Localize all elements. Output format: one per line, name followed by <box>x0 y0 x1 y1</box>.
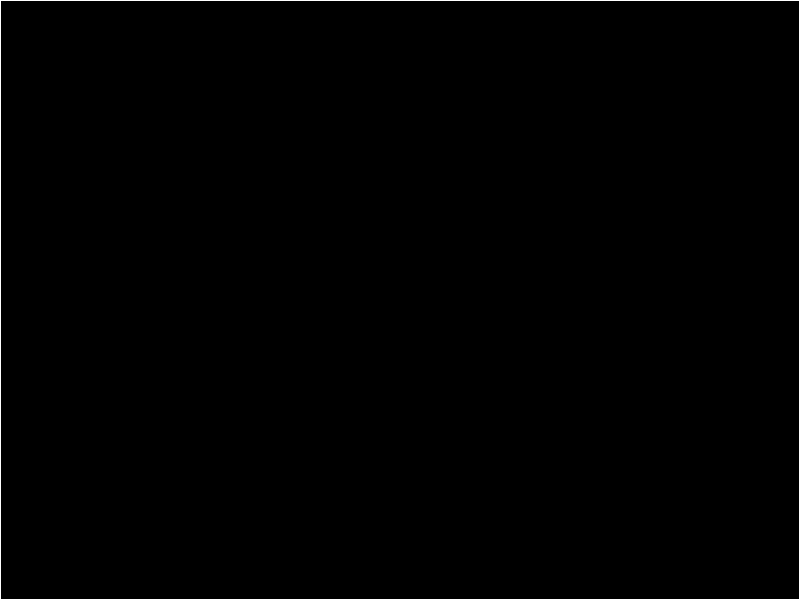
chart-canvas[interactable] <box>1 1 800 600</box>
mt-chart-window <box>0 0 800 600</box>
